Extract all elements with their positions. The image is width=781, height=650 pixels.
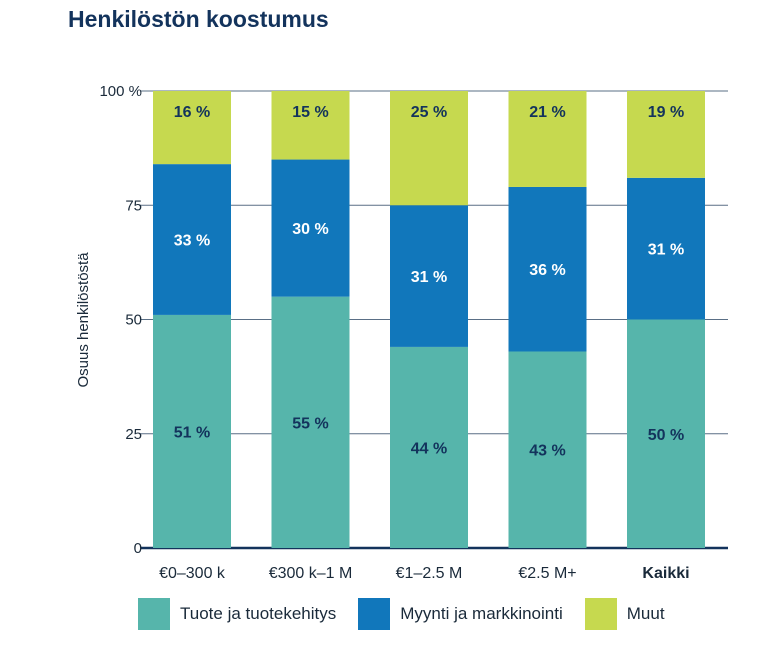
bar-segment	[508, 351, 587, 548]
y-tick-label: 0	[134, 540, 142, 557]
data-label: 25 %	[411, 104, 447, 121]
legend: Tuote ja tuotekehitys Myynti ja markkinoi…	[138, 598, 687, 630]
legend-label: Muut	[626, 604, 665, 623]
bar-segment	[390, 346, 468, 548]
x-tick-label: €1–2.5 M	[396, 565, 463, 582]
legend-item: Tuote ja tuotekehitys	[138, 598, 336, 630]
y-tick-label: 75	[125, 197, 142, 214]
bar-segment	[271, 91, 350, 160]
bar-segment	[627, 319, 705, 548]
bar-segment	[508, 91, 587, 187]
data-label: 16 %	[174, 104, 210, 121]
data-label: 36 %	[529, 262, 565, 279]
data-label: 43 %	[529, 443, 565, 460]
bar-segment	[390, 205, 468, 347]
bar-segment	[271, 159, 350, 297]
legend-item: Muut	[584, 598, 665, 630]
data-label: 31 %	[411, 269, 447, 286]
data-label: 55 %	[292, 415, 328, 432]
y-tick-label: 25	[125, 426, 142, 443]
bar-segment	[153, 91, 231, 165]
data-label: 30 %	[292, 221, 328, 238]
data-label: 19 %	[648, 104, 684, 121]
data-label: 44 %	[411, 440, 447, 457]
bar-segment	[508, 186, 587, 352]
bar-segment	[271, 296, 350, 548]
legend-label: Tuote ja tuotekehitys	[180, 604, 337, 623]
bar-segment	[153, 314, 231, 548]
bar-segment	[627, 91, 705, 178]
y-tick-label: 100 %	[99, 83, 142, 100]
legend-swatch	[358, 598, 391, 630]
legend-label: Myynti ja markkinointi	[400, 604, 563, 623]
x-tick-label: €0–300 k	[159, 565, 226, 582]
legend-swatch	[138, 598, 170, 630]
data-label: 15 %	[292, 104, 328, 121]
y-axis-label: Osuus henkilöstöstä	[75, 252, 92, 388]
data-label: 31 %	[648, 242, 684, 259]
bar-segment	[153, 164, 231, 315]
data-label: 50 %	[648, 427, 684, 444]
y-tick-label: 50	[125, 312, 142, 329]
data-label: 33 %	[174, 233, 210, 250]
data-label: 51 %	[174, 424, 210, 441]
data-label: 21 %	[529, 104, 565, 121]
x-tick-label: Kaikki	[642, 565, 689, 582]
stacked-bar-chart: 0 25 50 75 100 % 51 % 33 % 16 % €0–300 k 55 % 30 %…	[75, 83, 728, 582]
x-tick-label: €300 k–1 M	[269, 565, 353, 582]
x-tick-label: €2.5 M+	[518, 565, 576, 582]
bar-segment	[390, 91, 468, 206]
bar-segment	[627, 177, 705, 320]
legend-item: Myynti ja markkinointi	[358, 598, 563, 630]
chart-title: Henkilöstön koostumus	[68, 6, 329, 32]
legend-swatch	[584, 598, 617, 630]
